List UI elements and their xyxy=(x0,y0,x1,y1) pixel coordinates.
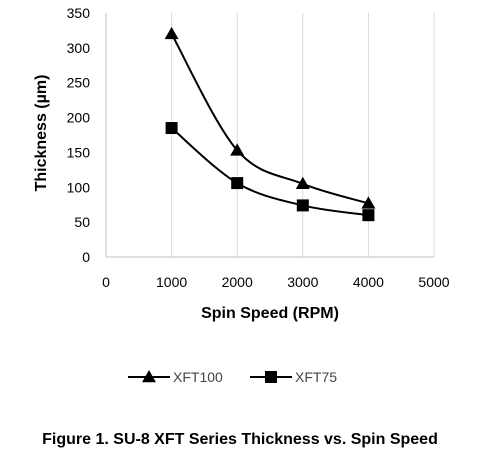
figure-caption: Figure 1. SU-8 XFT Series Thickness vs. … xyxy=(42,431,438,448)
series-line-xft100 xyxy=(170,33,369,205)
data-point-xft75 xyxy=(362,209,375,222)
y-tick-label: 200 xyxy=(67,110,91,126)
legend-marker-triangle xyxy=(142,370,156,383)
y-tick-label: 50 xyxy=(74,214,90,230)
axes xyxy=(105,13,434,258)
x-tick-label: 2000 xyxy=(222,274,253,290)
y-tick-label: 100 xyxy=(67,179,91,195)
gridlines xyxy=(171,13,435,257)
data-point-xft75 xyxy=(296,199,309,212)
legend-item-xft100: XFT100 xyxy=(128,369,223,385)
y-tick-label: 300 xyxy=(67,40,91,56)
series-layer xyxy=(164,26,376,222)
x-tick-label: 0 xyxy=(102,274,110,290)
y-axis-title: Thickness (µm) xyxy=(33,75,50,192)
x-tick-label: 1000 xyxy=(156,274,187,290)
x-tick-labels: 0 1000 2000 3000 4000 5000 xyxy=(102,274,450,290)
legend-marker-square xyxy=(265,371,277,383)
x-tick-label: 4000 xyxy=(353,274,384,290)
series-line-xft75 xyxy=(170,127,369,217)
data-point-xft100 xyxy=(361,196,376,209)
y-tick-label: 150 xyxy=(67,144,91,160)
series-xft100 xyxy=(164,26,376,209)
y-tick-label: 250 xyxy=(67,75,91,91)
x-tick-label: 3000 xyxy=(287,274,318,290)
y-tick-label: 350 xyxy=(67,5,91,21)
data-point-xft75 xyxy=(231,177,244,190)
data-point-xft75 xyxy=(165,122,178,135)
legend-label: XFT75 xyxy=(295,369,337,385)
data-point-xft100 xyxy=(164,26,179,40)
legend-item-xft75: XFT75 xyxy=(250,369,337,385)
x-axis-title: Spin Speed (RPM) xyxy=(201,305,339,322)
data-point-xft100 xyxy=(295,176,310,190)
y-tick-labels: 0 50 100 150 200 250 300 350 xyxy=(67,5,91,265)
data-point-xft100 xyxy=(230,143,245,156)
series-xft75 xyxy=(165,122,375,222)
x-tick-label: 5000 xyxy=(418,274,449,290)
legend-label: XFT100 xyxy=(173,369,223,385)
legend: XFT100 XFT75 xyxy=(128,369,337,385)
y-tick-label: 0 xyxy=(82,249,90,265)
